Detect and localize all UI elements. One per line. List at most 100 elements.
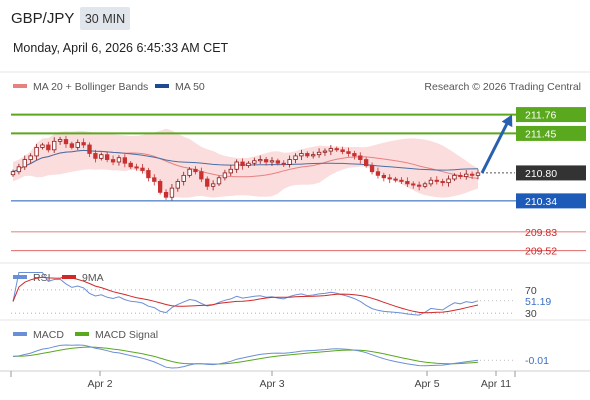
ma20-legend-swatch <box>13 84 27 88</box>
candle <box>393 176 398 183</box>
bollinger-band-fill <box>13 128 478 198</box>
candle <box>69 141 75 150</box>
level-label-4: 209.83 <box>525 227 557 239</box>
candle-body <box>352 153 357 157</box>
candle-body <box>405 181 410 185</box>
candle <box>352 150 357 160</box>
candle-body <box>87 144 92 154</box>
candle <box>152 174 157 186</box>
candle <box>57 136 63 145</box>
candle <box>181 171 186 186</box>
candle <box>22 155 27 170</box>
candle <box>87 142 92 158</box>
candle <box>399 177 404 185</box>
candle <box>46 141 51 153</box>
candle <box>358 152 363 164</box>
candle <box>146 167 151 182</box>
candle-body <box>258 159 263 162</box>
candle <box>116 155 122 166</box>
candle <box>110 155 116 166</box>
candle-body <box>281 162 286 165</box>
candle-body <box>328 148 334 152</box>
candle-body <box>428 179 434 185</box>
candle-body <box>375 171 381 176</box>
candle <box>375 167 381 179</box>
candle <box>311 151 316 159</box>
candle-body <box>434 179 439 182</box>
candle <box>475 169 481 180</box>
macd-signal-legend-swatch <box>75 332 89 336</box>
level-label-1: 211.45 <box>525 128 556 140</box>
macd-signal-line <box>12 346 479 365</box>
x-axis: Apr 2 Apr 3 Apr 5 Apr 11 <box>10 371 516 390</box>
candle <box>428 177 434 187</box>
candle-body <box>52 140 57 151</box>
candle <box>452 173 457 182</box>
candle <box>275 158 281 166</box>
candle <box>169 184 175 201</box>
candle-body <box>475 172 481 176</box>
candle <box>34 143 39 160</box>
candle-body <box>93 153 98 159</box>
candle <box>322 148 328 156</box>
level-label-2: 210.80 <box>525 168 557 180</box>
candle-body <box>299 153 304 157</box>
ma20-legend-label: MA 20 + Bollinger Bands <box>33 81 148 93</box>
candle <box>16 163 22 175</box>
candle-body <box>210 183 216 187</box>
candle-body <box>234 161 239 170</box>
candle <box>228 165 233 177</box>
candle <box>10 169 16 177</box>
candle <box>40 142 45 150</box>
candle <box>128 161 133 169</box>
forecast-arrow-head <box>501 114 513 128</box>
candle <box>299 149 304 160</box>
candle <box>163 189 169 200</box>
candle <box>134 163 139 171</box>
candle-body <box>34 146 39 157</box>
candle <box>405 177 410 187</box>
candle-body <box>169 187 175 198</box>
candle-body <box>10 171 16 176</box>
candle-body <box>181 174 186 182</box>
candle <box>199 167 204 183</box>
candle-body <box>57 139 63 142</box>
candle <box>387 174 392 184</box>
candle <box>234 159 239 173</box>
candle-body <box>22 159 27 168</box>
candle <box>287 155 292 168</box>
candle-body <box>263 159 269 163</box>
level-label-3: 210.34 <box>525 196 557 208</box>
candle-body <box>163 191 169 198</box>
candle <box>75 139 80 151</box>
candle-body <box>287 159 292 165</box>
candle-body <box>393 178 398 181</box>
macd-last-label: -0.01 <box>525 355 549 367</box>
candle <box>281 160 286 168</box>
candle <box>316 148 322 158</box>
candle <box>140 163 145 174</box>
candle <box>446 175 451 187</box>
candle-body <box>458 174 463 177</box>
candle <box>346 147 351 157</box>
candle-body <box>334 148 339 151</box>
forecast-arrow-shaft <box>480 120 510 174</box>
candle <box>157 179 163 195</box>
candle-body <box>152 177 157 182</box>
candle <box>381 172 386 182</box>
candle-body <box>469 173 475 176</box>
candle <box>93 149 98 163</box>
candle <box>293 153 298 164</box>
candle-body <box>311 154 316 157</box>
candle <box>193 166 198 175</box>
candle-body <box>46 144 51 151</box>
candle <box>105 151 110 163</box>
candle <box>328 145 334 156</box>
candle-body <box>293 155 298 160</box>
candle-body <box>81 142 86 146</box>
timeframe-badge[interactable]: 30 MIN <box>80 7 130 30</box>
candle-body <box>446 178 451 184</box>
candle <box>187 167 192 178</box>
candle <box>340 146 345 155</box>
candle <box>222 169 228 181</box>
